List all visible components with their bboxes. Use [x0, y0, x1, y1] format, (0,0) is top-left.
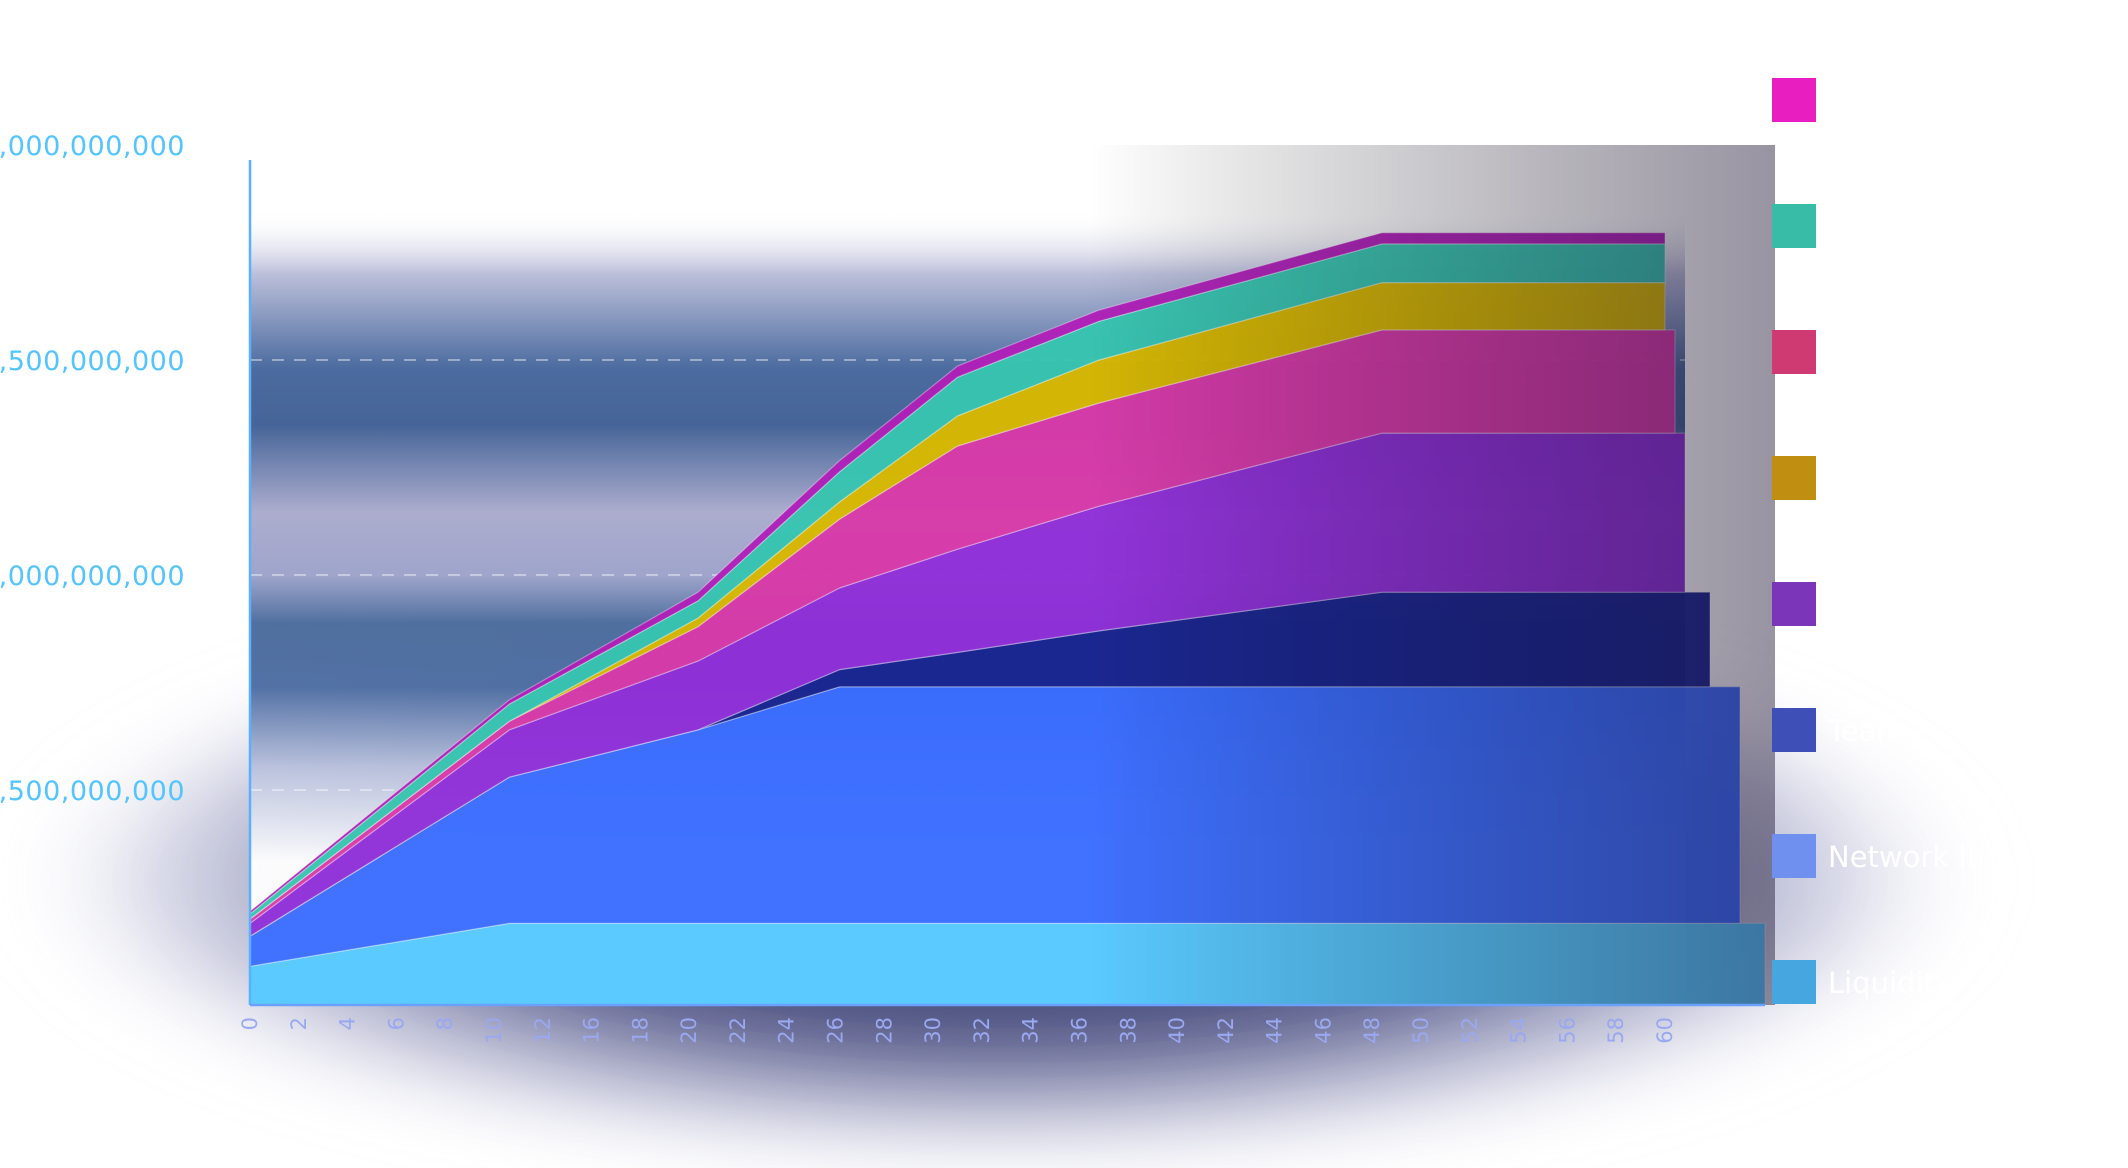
legend-swatch-4: [1772, 582, 1816, 626]
x-tick-label-14: 30: [921, 1017, 945, 1044]
x-axis-ticks: 0 2 4 6 8 10 12 16 18 20 22 24 26 28 30 32 34 36 38 40 42 44 4…: [238, 1017, 1677, 1044]
legend: Team Network In Liquidity: [1772, 78, 1985, 1004]
x-tick-label-15: 32: [970, 1017, 994, 1044]
legend-swatch-3: [1772, 456, 1816, 500]
x-tick-label-10: 22: [726, 1017, 750, 1044]
x-tick-label-29: 60: [1653, 1017, 1677, 1044]
x-tick-label-17: 36: [1067, 1017, 1091, 1044]
legend-swatch-6: [1772, 834, 1816, 878]
legend-item-2: [1772, 330, 1816, 374]
x-tick-label-16: 34: [1019, 1017, 1043, 1044]
legend-item-7: Liquidity: [1772, 960, 1952, 1004]
x-tick-label-8: 18: [628, 1017, 652, 1044]
x-tick-label-7: 16: [580, 1017, 604, 1044]
axes: [248, 160, 1765, 1007]
legend-label-5: Team: [1827, 714, 1905, 748]
legend-item-3: [1772, 456, 1816, 500]
x-tick-label-21: 44: [1263, 1017, 1287, 1044]
legend-swatch-7: [1772, 960, 1816, 1004]
y-tick-label-3: 10,000,000,000: [0, 131, 185, 162]
legend-swatch-2: [1772, 330, 1816, 374]
area-shading: [250, 145, 1775, 1005]
legend-item-6: Network In: [1772, 834, 1985, 878]
x-tick-label-11: 24: [775, 1017, 799, 1044]
legend-swatch-0: [1772, 78, 1816, 122]
x-tick-label-23: 48: [1360, 1017, 1384, 1044]
x-tick-label-2: 4: [336, 1017, 360, 1030]
y-tick-label-0: 2,500,000,000: [0, 776, 185, 807]
legend-swatch-1: [1772, 204, 1816, 248]
x-tick-label-13: 28: [872, 1017, 896, 1044]
x-tick-label-25: 52: [1458, 1017, 1482, 1044]
legend-swatch-5: [1772, 708, 1816, 752]
legend-item-4: [1772, 582, 1816, 626]
x-tick-label-20: 42: [1214, 1017, 1238, 1044]
depth-shade: [250, 145, 1775, 1005]
legend-item-0: [1772, 78, 1816, 122]
x-tick-label-6: 12: [531, 1017, 555, 1044]
y-tick-label-1: 5,000,000,000: [0, 561, 185, 592]
x-tick-label-1: 2: [287, 1017, 311, 1030]
x-tick-label-24: 50: [1409, 1017, 1433, 1044]
x-tick-label-9: 20: [677, 1017, 701, 1044]
x-tick-label-28: 58: [1604, 1017, 1628, 1044]
x-tick-label-22: 46: [1311, 1017, 1335, 1044]
x-tick-label-4: 8: [433, 1017, 457, 1030]
legend-label-7: Liquidity: [1828, 966, 1952, 1000]
x-tick-label-27: 56: [1555, 1017, 1579, 1044]
x-tick-label-3: 6: [384, 1017, 408, 1030]
legend-label-6: Network In: [1828, 840, 1985, 874]
legend-item-5: Team: [1772, 708, 1905, 752]
x-tick-label-5: 10: [482, 1017, 506, 1044]
y-tick-label-2: 7,500,000,000: [0, 346, 185, 377]
x-tick-label-18: 38: [1116, 1017, 1140, 1044]
y-axis-ticks: 2,500,000,000 5,000,000,000 7,500,000,000 1…: [0, 131, 185, 807]
x-tick-label-19: 40: [1165, 1017, 1189, 1044]
x-tick-label-26: 54: [1507, 1017, 1531, 1044]
x-tick-label-12: 26: [824, 1017, 848, 1044]
legend-item-1: [1772, 204, 1816, 248]
x-tick-label-0: 0: [238, 1017, 262, 1030]
